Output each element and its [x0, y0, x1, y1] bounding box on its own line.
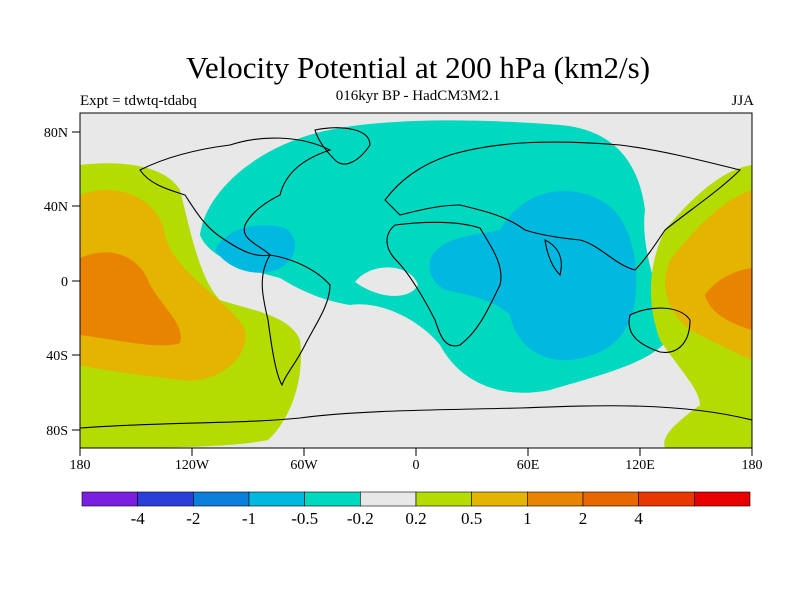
colorbar-swatch [248, 491, 305, 507]
lat-label-40s: 40S [46, 349, 68, 364]
colorbar-tick-label: 0.5 [461, 509, 482, 528]
lat-label-0: 0 [61, 275, 68, 290]
colorbar-swatch [638, 491, 695, 507]
lon-label-60e: 60E [517, 458, 540, 473]
coastlines [80, 127, 752, 429]
colorbar [81, 491, 751, 507]
colorbar-swatch [415, 491, 472, 507]
coast-south-america [261, 254, 331, 387]
lon-label-120e: 120E [625, 458, 655, 473]
colorbar-swatch [137, 491, 194, 507]
lon-axis: 180 120W 60W 0 60E 120E 180 [70, 448, 763, 473]
colorbar-labels: -4 -2 -1 -0.5 -0.2 0.2 0.5 1 2 4 [131, 509, 644, 528]
colorbar-swatch [304, 491, 361, 507]
lat-label-80n: 80N [44, 126, 68, 141]
map-title: Velocity Potential at 200 hPa (km2/s) [185, 50, 651, 85]
neutral-hole [355, 267, 418, 296]
colorbar-tick-label: -1 [242, 509, 256, 528]
experiment-label: Expt = tdwtq-tdabq [80, 93, 197, 109]
lon-label-180w: 180 [70, 458, 91, 473]
lon-label-0: 0 [413, 458, 420, 473]
colorbar-swatch [582, 491, 639, 507]
colorbar-tick-label: -2 [186, 509, 200, 528]
lat-label-80s: 80S [46, 424, 68, 439]
coast-eurasia [384, 141, 742, 271]
colorbar-swatch [527, 491, 584, 507]
lon-label-180e: 180 [742, 458, 763, 473]
colorbar-swatch [193, 491, 250, 507]
colorbar-swatch [694, 491, 751, 507]
lat-label-40n: 40N [44, 200, 68, 215]
colorbar-tick-label: 1 [523, 509, 532, 528]
coast-antarctica [80, 405, 752, 429]
positive-region-west-core [80, 252, 181, 346]
coast-north-america [139, 137, 332, 257]
coast-australia [628, 307, 691, 353]
season-label: JJA [731, 93, 754, 109]
colorbar-tick-label: 2 [579, 509, 588, 528]
negative-core-caribbean [215, 225, 296, 273]
map-subtitle: 016kyr BP - HadCM3M2.1 [335, 88, 501, 104]
coast-greenland [314, 127, 371, 165]
colorbar-tick-label: 4 [634, 509, 643, 528]
coast-india [544, 239, 562, 277]
lat-axis: 80N 40N 0 40S 80S [44, 126, 80, 439]
contour-field [80, 113, 752, 448]
lon-label-60w: 60W [290, 458, 318, 473]
lon-label-120w: 120W [175, 458, 210, 473]
colorbar-swatch [471, 491, 528, 507]
colorbar-swatch [81, 491, 138, 507]
colorbar-tick-label: -0.5 [291, 509, 318, 528]
coast-africa [386, 221, 502, 347]
colorbar-swatch [360, 491, 417, 507]
colorbar-tick-label: -4 [131, 509, 146, 528]
colorbar-tick-label: 0.2 [405, 509, 426, 528]
negative-core-indian [429, 191, 637, 361]
colorbar-tick-label: -0.2 [347, 509, 374, 528]
positive-region-east-core [705, 268, 752, 330]
